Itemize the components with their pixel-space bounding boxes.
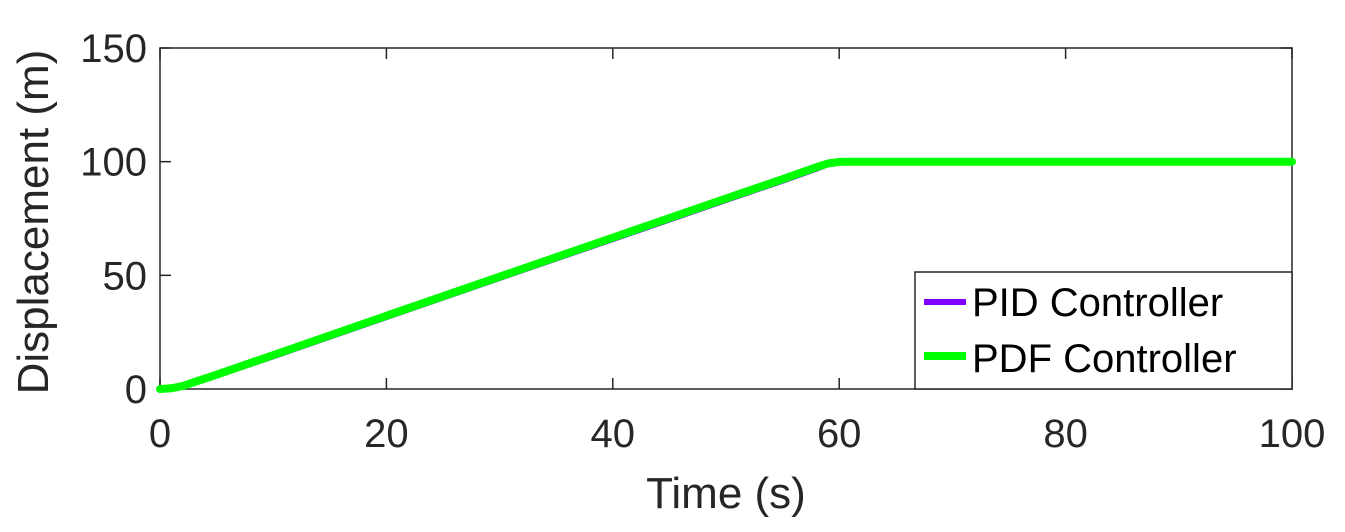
x-tick-label: 60 [817, 412, 862, 456]
y-tick-label: 0 [125, 368, 147, 412]
series-line-pdf [156, 157, 1296, 393]
x-tick-label: 40 [591, 412, 636, 456]
x-tick-label: 80 [1043, 412, 1088, 456]
y-tick-label: 50 [103, 254, 148, 298]
x-tick-label: 100 [1259, 412, 1326, 456]
legend: PID Controller PDF Controller [914, 271, 1293, 390]
legend-label-pdf: PDF Controller [972, 337, 1237, 381]
x-tick-label: 20 [364, 412, 409, 456]
legend-label-pid: PID Controller [972, 281, 1223, 325]
x-axis-title: Time (s) [646, 469, 806, 518]
y-tick-label: 100 [80, 141, 147, 185]
series-layer [156, 157, 1296, 393]
y-tick-label: 150 [80, 27, 147, 71]
tick-labels: 0 20 40 60 80 100 0 50 100 150 [80, 27, 1325, 456]
legend-box [914, 271, 1293, 390]
x-tick-label: 0 [149, 412, 171, 456]
y-axis-title: Displacement (m) [9, 50, 58, 395]
